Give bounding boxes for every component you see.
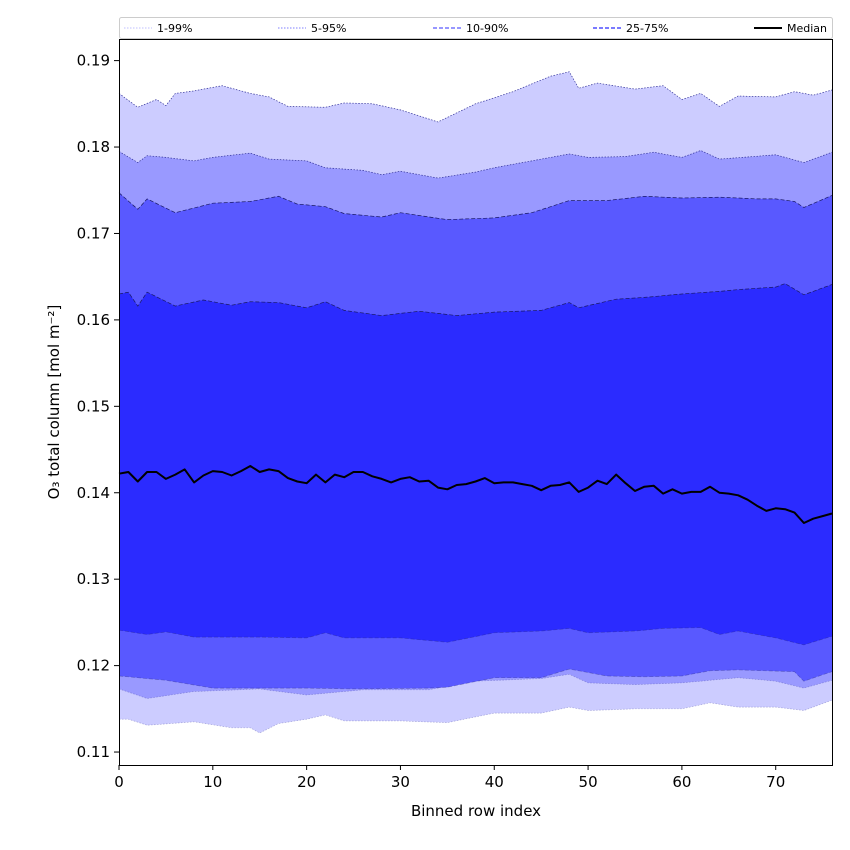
band-25-75 bbox=[119, 283, 832, 645]
median-line bbox=[118, 465, 833, 524]
x-tick-label: 20 bbox=[297, 773, 316, 791]
x-tick-label: 30 bbox=[391, 773, 410, 791]
band-lower-10-90 bbox=[118, 668, 833, 690]
legend-label: 5-95% bbox=[311, 22, 346, 35]
y-tick-label: 0.11 bbox=[77, 743, 110, 761]
percentile-bands bbox=[118, 71, 833, 734]
y-tick-label: 0.14 bbox=[77, 484, 110, 502]
median-series bbox=[118, 465, 833, 524]
x-axis: 0 10 20 30 40 50 60 70 bbox=[114, 765, 785, 791]
x-tick-label: 10 bbox=[203, 773, 222, 791]
x-tick-label: 50 bbox=[579, 773, 598, 791]
legend-label: 10-90% bbox=[466, 22, 508, 35]
plot-frame bbox=[119, 39, 833, 766]
band-upper-1-99 bbox=[118, 71, 833, 123]
y-tick-label: 0.16 bbox=[77, 311, 110, 329]
y-axis: 0.11 0.12 0.13 0.14 0.15 0.16 0.17 0.18 0.19 bbox=[77, 52, 119, 761]
x-tick-label: 60 bbox=[672, 773, 691, 791]
x-tick-label: 70 bbox=[766, 773, 785, 791]
y-tick-label: 0.13 bbox=[77, 570, 110, 588]
x-axis-label: Binned row index bbox=[411, 802, 541, 820]
band-upper-25-75 bbox=[118, 283, 833, 316]
band-upper-10-90 bbox=[118, 192, 833, 220]
legend-label: 1-99% bbox=[157, 22, 192, 35]
y-tick-label: 0.17 bbox=[77, 224, 110, 242]
band-lower-1-99 bbox=[119, 699, 833, 734]
x-tick-label: 0 bbox=[114, 773, 124, 791]
legend-label: 25-75% bbox=[626, 22, 668, 35]
y-axis-label: O₃ total column [mol m⁻²] bbox=[45, 305, 63, 500]
y-tick-label: 0.15 bbox=[77, 397, 110, 415]
legend-frame bbox=[119, 17, 833, 39]
y-tick-label: 0.19 bbox=[77, 52, 110, 70]
band-upper-5-95 bbox=[118, 150, 833, 179]
y-tick-label: 0.12 bbox=[77, 657, 110, 675]
y-tick-label: 0.18 bbox=[77, 138, 110, 156]
legend: 1-99% 5-95% 10-90% 25-75% Median bbox=[119, 17, 833, 39]
x-tick-label: 40 bbox=[485, 773, 504, 791]
legend-label: Median bbox=[787, 22, 827, 35]
